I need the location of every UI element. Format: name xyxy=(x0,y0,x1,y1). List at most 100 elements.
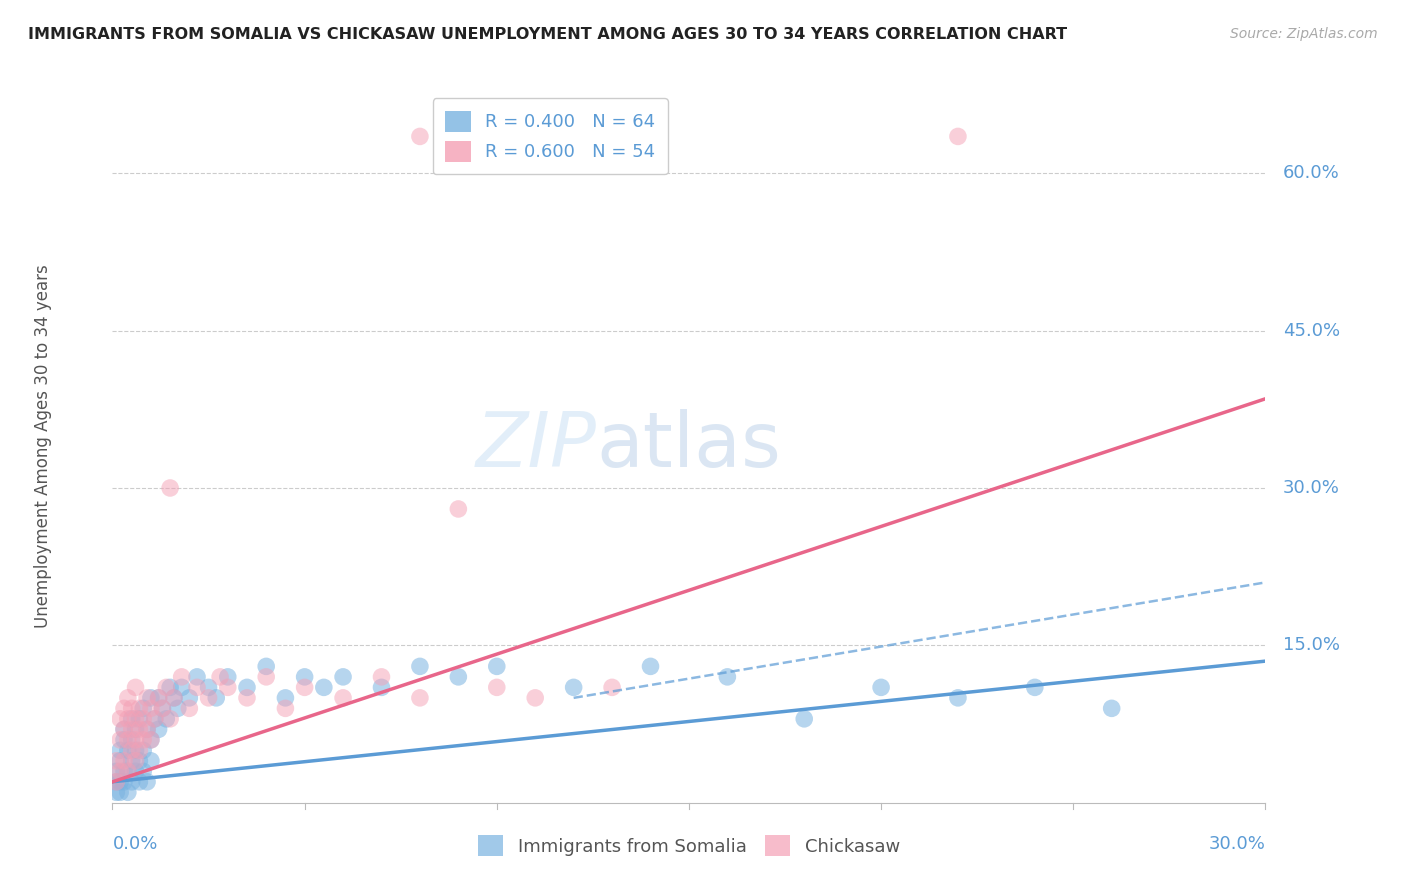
Text: 30.0%: 30.0% xyxy=(1282,479,1340,497)
Text: 0.0%: 0.0% xyxy=(112,835,157,853)
Point xyxy=(139,701,162,715)
Point xyxy=(128,774,150,789)
Point xyxy=(112,732,135,747)
Point xyxy=(136,723,159,737)
Point xyxy=(132,701,155,715)
Point xyxy=(121,743,143,757)
Point xyxy=(105,774,128,789)
Text: 45.0%: 45.0% xyxy=(1282,321,1340,340)
Point xyxy=(179,701,201,715)
Point xyxy=(112,701,135,715)
Point xyxy=(152,701,174,715)
Point xyxy=(485,659,508,673)
Point xyxy=(108,754,131,768)
Point xyxy=(870,681,893,695)
Point xyxy=(117,690,139,705)
Point xyxy=(148,723,170,737)
Point xyxy=(143,712,166,726)
Point xyxy=(155,681,177,695)
Point xyxy=(117,743,139,757)
Text: 60.0%: 60.0% xyxy=(1282,164,1340,182)
Point xyxy=(121,754,143,768)
Point xyxy=(117,785,139,799)
Point xyxy=(124,712,146,726)
Point xyxy=(117,764,139,779)
Point xyxy=(124,681,146,695)
Point xyxy=(186,681,208,695)
Point xyxy=(409,129,432,144)
Text: Source: ZipAtlas.com: Source: ZipAtlas.com xyxy=(1230,27,1378,41)
Legend: Immigrants from Somalia, Chickasaw: Immigrants from Somalia, Chickasaw xyxy=(470,826,908,865)
Point xyxy=(121,774,143,789)
Point xyxy=(117,732,139,747)
Point xyxy=(105,764,128,779)
Point xyxy=(163,690,186,705)
Point xyxy=(254,670,277,684)
Point xyxy=(117,764,139,779)
Point xyxy=(485,681,508,695)
Point xyxy=(112,723,135,737)
Point xyxy=(124,754,146,768)
Point xyxy=(105,754,128,768)
Point xyxy=(136,723,159,737)
Point xyxy=(447,670,470,684)
Point xyxy=(1024,681,1046,695)
Point xyxy=(121,732,143,747)
Point xyxy=(409,690,432,705)
Point xyxy=(370,681,392,695)
Point xyxy=(124,743,146,757)
Point xyxy=(254,659,277,673)
Point xyxy=(946,129,969,144)
Point xyxy=(108,774,131,789)
Point xyxy=(121,712,143,726)
Point xyxy=(139,732,162,747)
Point xyxy=(159,681,181,695)
Point xyxy=(170,681,193,695)
Point xyxy=(217,681,239,695)
Point xyxy=(132,712,155,726)
Point xyxy=(152,701,174,715)
Point xyxy=(128,723,150,737)
Point xyxy=(112,764,135,779)
Text: IMMIGRANTS FROM SOMALIA VS CHICKASAW UNEMPLOYMENT AMONG AGES 30 TO 34 YEARS CORR: IMMIGRANTS FROM SOMALIA VS CHICKASAW UNE… xyxy=(28,27,1067,42)
Point xyxy=(132,732,155,747)
Point xyxy=(197,690,219,705)
Point xyxy=(209,670,232,684)
Point xyxy=(148,690,170,705)
Point xyxy=(108,743,131,757)
Point xyxy=(159,712,181,726)
Point xyxy=(143,712,166,726)
Point xyxy=(105,785,128,799)
Text: 15.0%: 15.0% xyxy=(1282,636,1340,655)
Point xyxy=(170,670,193,684)
Point xyxy=(132,764,155,779)
Point xyxy=(946,690,969,705)
Text: Unemployment Among Ages 30 to 34 years: Unemployment Among Ages 30 to 34 years xyxy=(34,264,52,628)
Point xyxy=(124,732,146,747)
Point xyxy=(294,681,316,695)
Point xyxy=(139,754,162,768)
Point xyxy=(112,774,135,789)
Point xyxy=(139,732,162,747)
Point xyxy=(370,670,392,684)
Point xyxy=(166,701,188,715)
Point xyxy=(294,670,316,684)
Point xyxy=(108,732,131,747)
Point xyxy=(117,712,139,726)
Point xyxy=(128,701,150,715)
Point xyxy=(716,670,738,684)
Point xyxy=(112,723,135,737)
Point xyxy=(236,681,259,695)
Point xyxy=(124,723,146,737)
Text: 30.0%: 30.0% xyxy=(1209,835,1265,853)
Point xyxy=(524,690,547,705)
Point xyxy=(217,670,239,684)
Point xyxy=(332,690,354,705)
Point xyxy=(447,502,470,516)
Point xyxy=(136,690,159,705)
Point xyxy=(139,690,162,705)
Point xyxy=(179,690,201,705)
Point xyxy=(640,659,662,673)
Point xyxy=(793,712,815,726)
Point xyxy=(108,764,131,779)
